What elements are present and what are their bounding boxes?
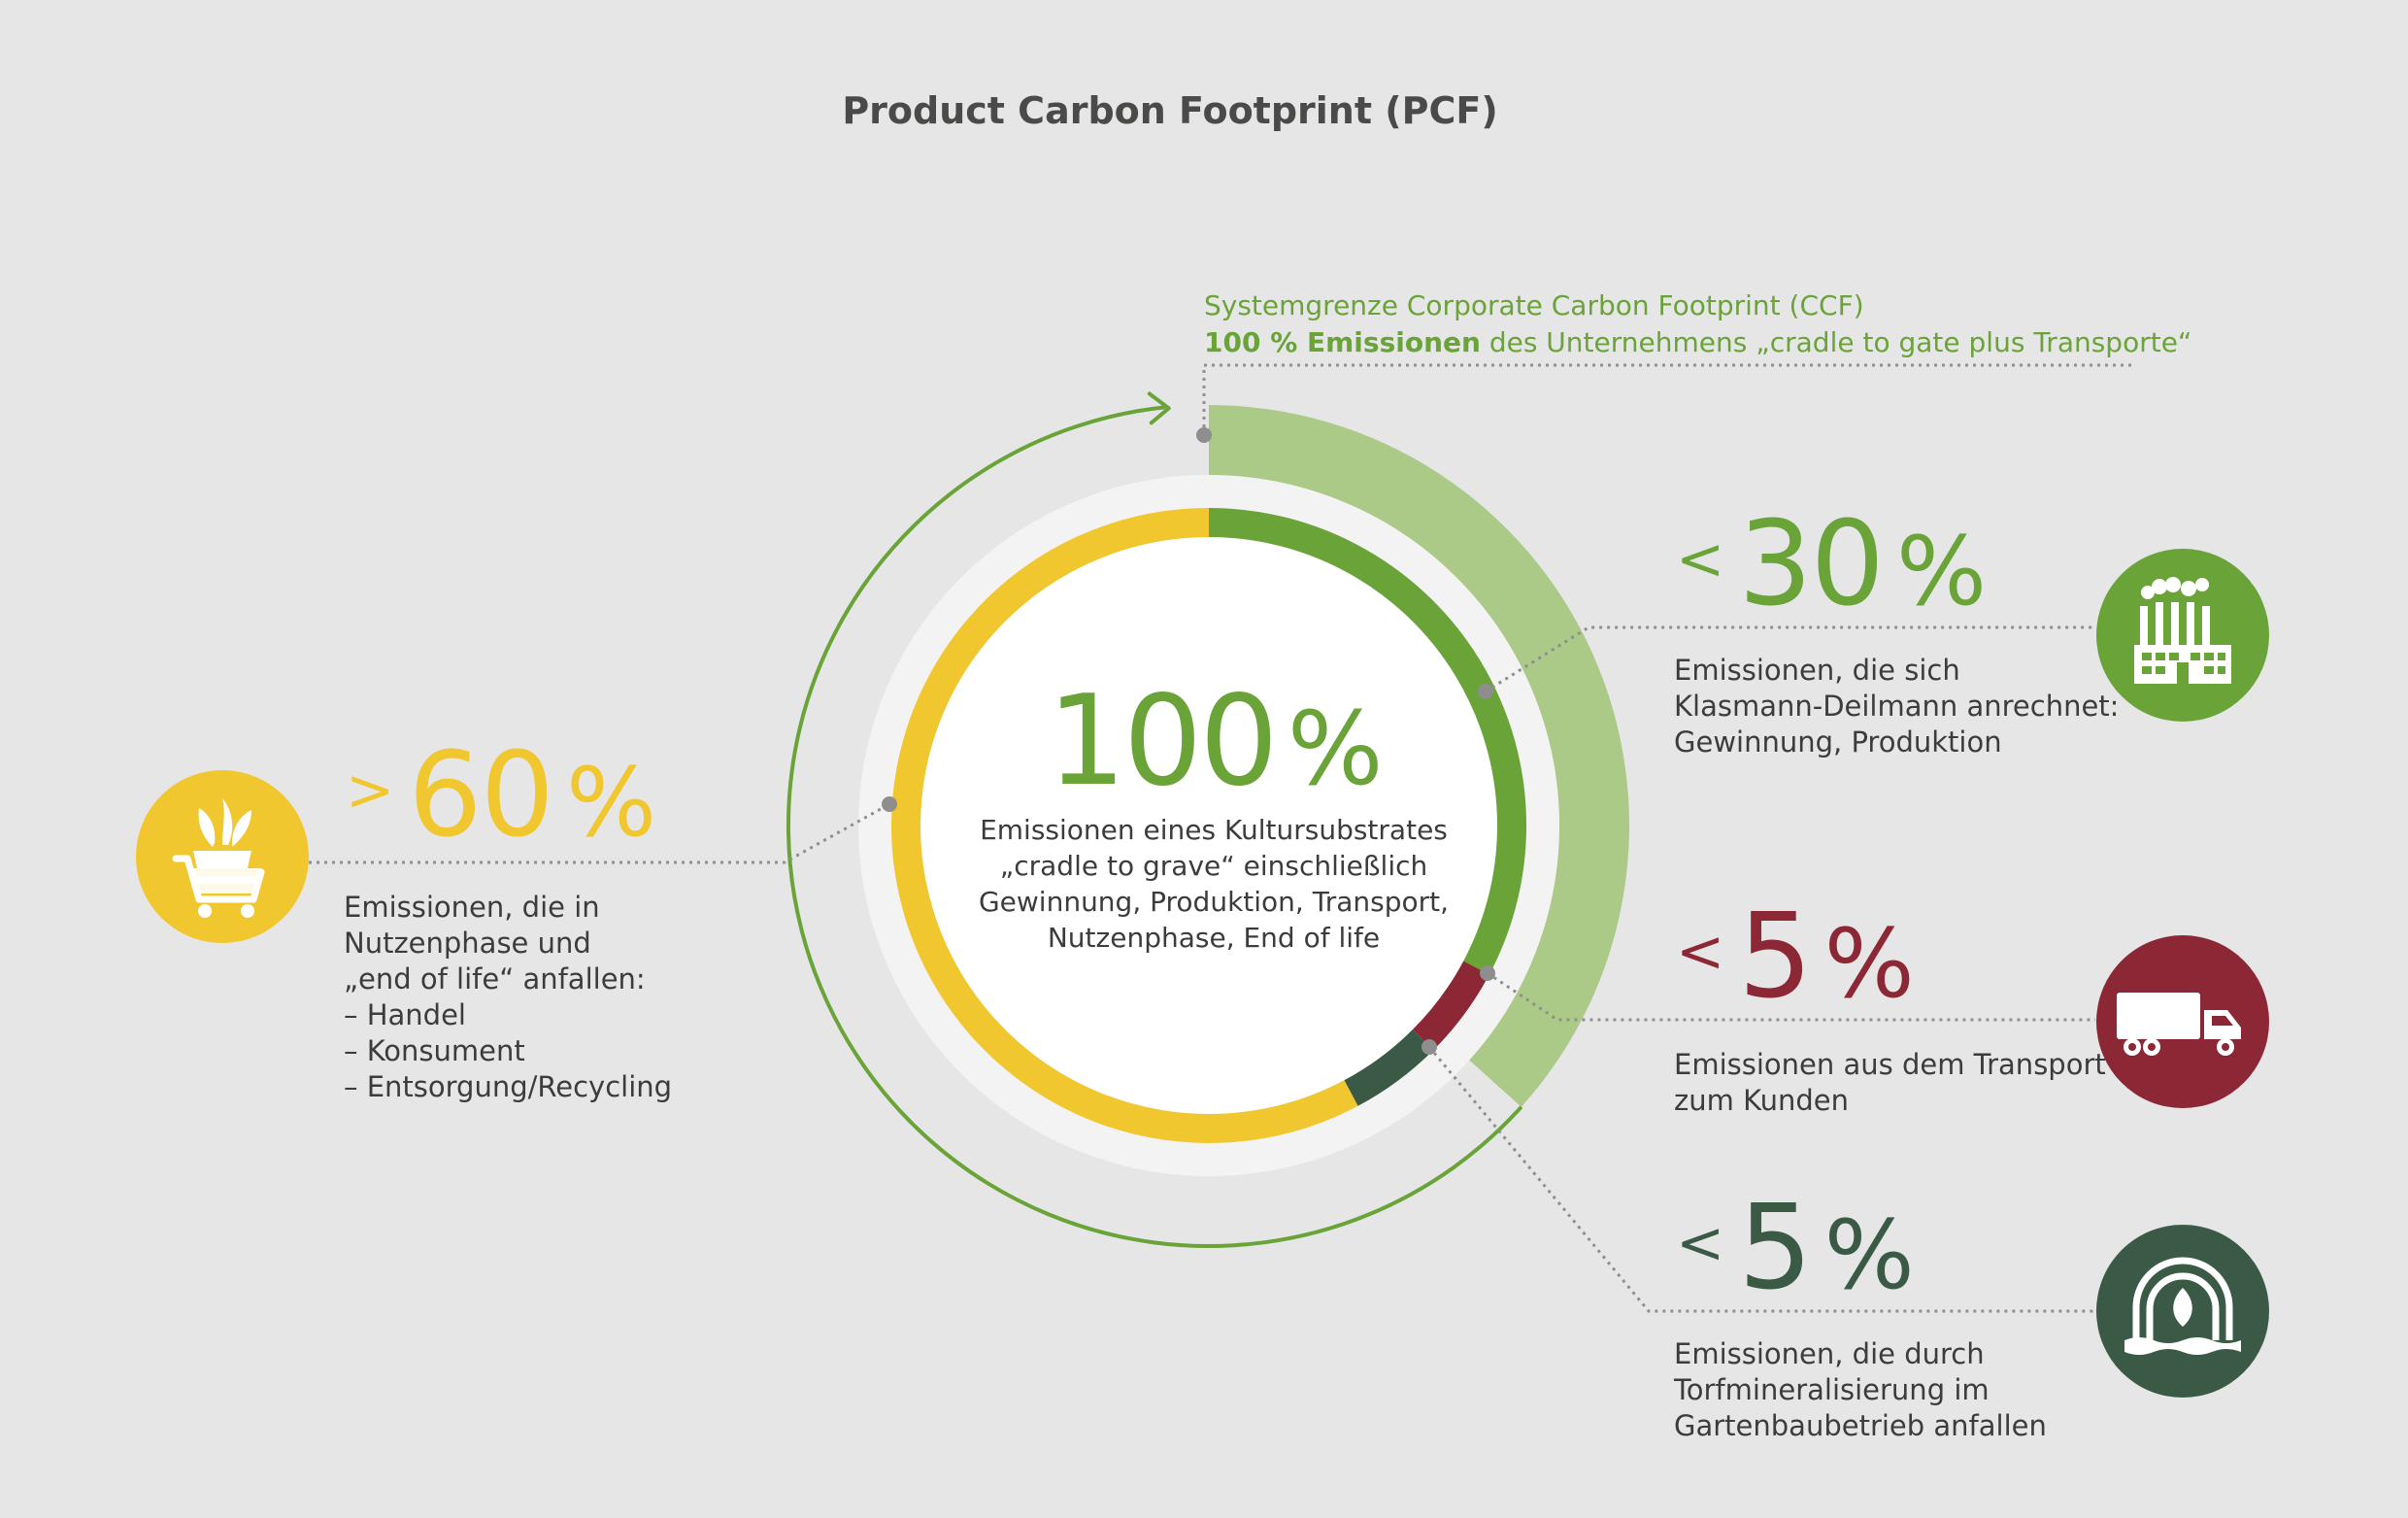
production-connector-dot	[1478, 684, 1493, 699]
outer-arrow-arc	[786, 405, 1523, 1249]
use-phase-connector	[309, 802, 890, 864]
ccf-line-1: Systemgrenze Corporate Carbon Footprint …	[1204, 289, 1864, 321]
production-unit: %	[1895, 517, 1988, 627]
center-line: Emissionen eines Kultursubstrates	[980, 814, 1448, 846]
donut-segment-mineralization	[1344, 1029, 1434, 1106]
use-phase-comparator: >	[346, 757, 395, 825]
donut-segment-use-phase	[891, 508, 1358, 1143]
donut-segments	[891, 508, 1526, 1143]
use-phase-line: – Entsorgung/Recycling	[344, 1070, 673, 1103]
center-unit: %	[1287, 690, 1384, 808]
mineralization-connector	[1427, 1046, 2095, 1313]
mineralization-comparator: <	[1676, 1209, 1725, 1277]
use-phase-line: – Handel	[344, 998, 466, 1031]
use-phase-line: Emissionen, die in	[344, 891, 600, 924]
mineralization-line: Torfmineralisierung im	[1674, 1373, 1990, 1406]
transport-value: 5	[1738, 890, 1812, 1025]
factory-icon	[2096, 549, 2269, 722]
page-title: Product Carbon Footprint (PCF)	[842, 89, 1498, 132]
production-line: Gewinnung, Produktion	[1674, 725, 2002, 759]
transport-comparator: <	[1676, 918, 1725, 986]
use-phase-description: Emissionen, die in Nutzenphase und „end …	[344, 890, 672, 1105]
transport-line: zum Kunden	[1674, 1084, 1850, 1117]
ccf-boundary-band	[1209, 405, 1629, 1107]
center-line: „cradle to grave“ einschließlich	[999, 850, 1428, 882]
connectors	[309, 363, 2132, 1313]
mineralization-line: Gartenbaubetrieb anfallen	[1674, 1409, 2047, 1442]
ccf-line-2-rest: des Unternehmens „cradle to gate plus Tr…	[1480, 326, 2192, 358]
mineralization-line: Emissionen, die durch	[1674, 1337, 1985, 1370]
ccf-boundary-label: Systemgrenze Corporate Carbon Footprint …	[1204, 287, 2191, 361]
use-phase-line: Nutzenphase und	[344, 927, 591, 960]
donut-segment-production	[1208, 508, 1526, 975]
mineralization-description: Emissionen, die durch Torfmineralisierun…	[1674, 1336, 2047, 1444]
use-phase-percentage: >60%	[346, 738, 656, 855]
ccf-line-2-bold: 100 % Emissionen	[1204, 326, 1481, 358]
transport-description: Emissionen aus dem Transport zum Kunden	[1674, 1047, 2106, 1119]
use-phase-line: „end of life“ anfallen:	[344, 962, 646, 995]
shopping-cart-plant-icon	[136, 770, 309, 943]
mineralization-value: 5	[1738, 1181, 1812, 1316]
production-connector	[1485, 625, 2095, 693]
center-percentage: 100%	[1020, 680, 1408, 804]
transport-unit: %	[1823, 909, 1915, 1020]
mineralization-percentage: <5%	[1676, 1191, 1915, 1307]
production-value: 30	[1738, 497, 1885, 632]
center-description: Emissionen eines Kultursubstrates „cradl…	[932, 812, 1495, 956]
mineralization-connector-dot	[1421, 1039, 1437, 1055]
greenhouse-icon	[2096, 1225, 2269, 1398]
donut-segment-transport	[1412, 961, 1489, 1051]
ccf-line-2: 100 % Emissionen des Unternehmens „cradl…	[1204, 324, 2191, 361]
center-line: Gewinnung, Produktion, Transport,	[978, 886, 1450, 918]
transport-line: Emissionen aus dem Transport	[1674, 1048, 2106, 1081]
icon-circle-green	[2096, 549, 2269, 722]
production-percentage: <30%	[1676, 507, 1987, 624]
truck-icon	[2096, 935, 2269, 1108]
pale-ring	[858, 475, 1559, 1176]
ccf-connector	[1202, 363, 2132, 435]
production-comparator: <	[1676, 525, 1725, 593]
use-phase-value: 60	[408, 728, 554, 863]
use-phase-line: – Konsument	[344, 1034, 525, 1067]
ccf-connector-dot	[1196, 427, 1212, 443]
transport-percentage: <5%	[1676, 899, 1915, 1016]
donut-center	[920, 537, 1497, 1114]
center-line: Nutzenphase, End of life	[1047, 922, 1381, 954]
transport-connector-dot	[1480, 965, 1495, 981]
production-description: Emissionen, die sich Klasmann-Deilmann a…	[1674, 653, 2119, 760]
use-phase-connector-dot	[882, 796, 897, 812]
use-phase-unit: %	[565, 748, 657, 859]
arrowhead-icon	[1147, 391, 1171, 425]
center-value: 100	[1047, 669, 1278, 814]
production-line: Klasmann-Deilmann anrechnet:	[1674, 690, 2120, 723]
production-line: Emissionen, die sich	[1674, 654, 1960, 687]
mineralization-unit: %	[1823, 1200, 1915, 1311]
